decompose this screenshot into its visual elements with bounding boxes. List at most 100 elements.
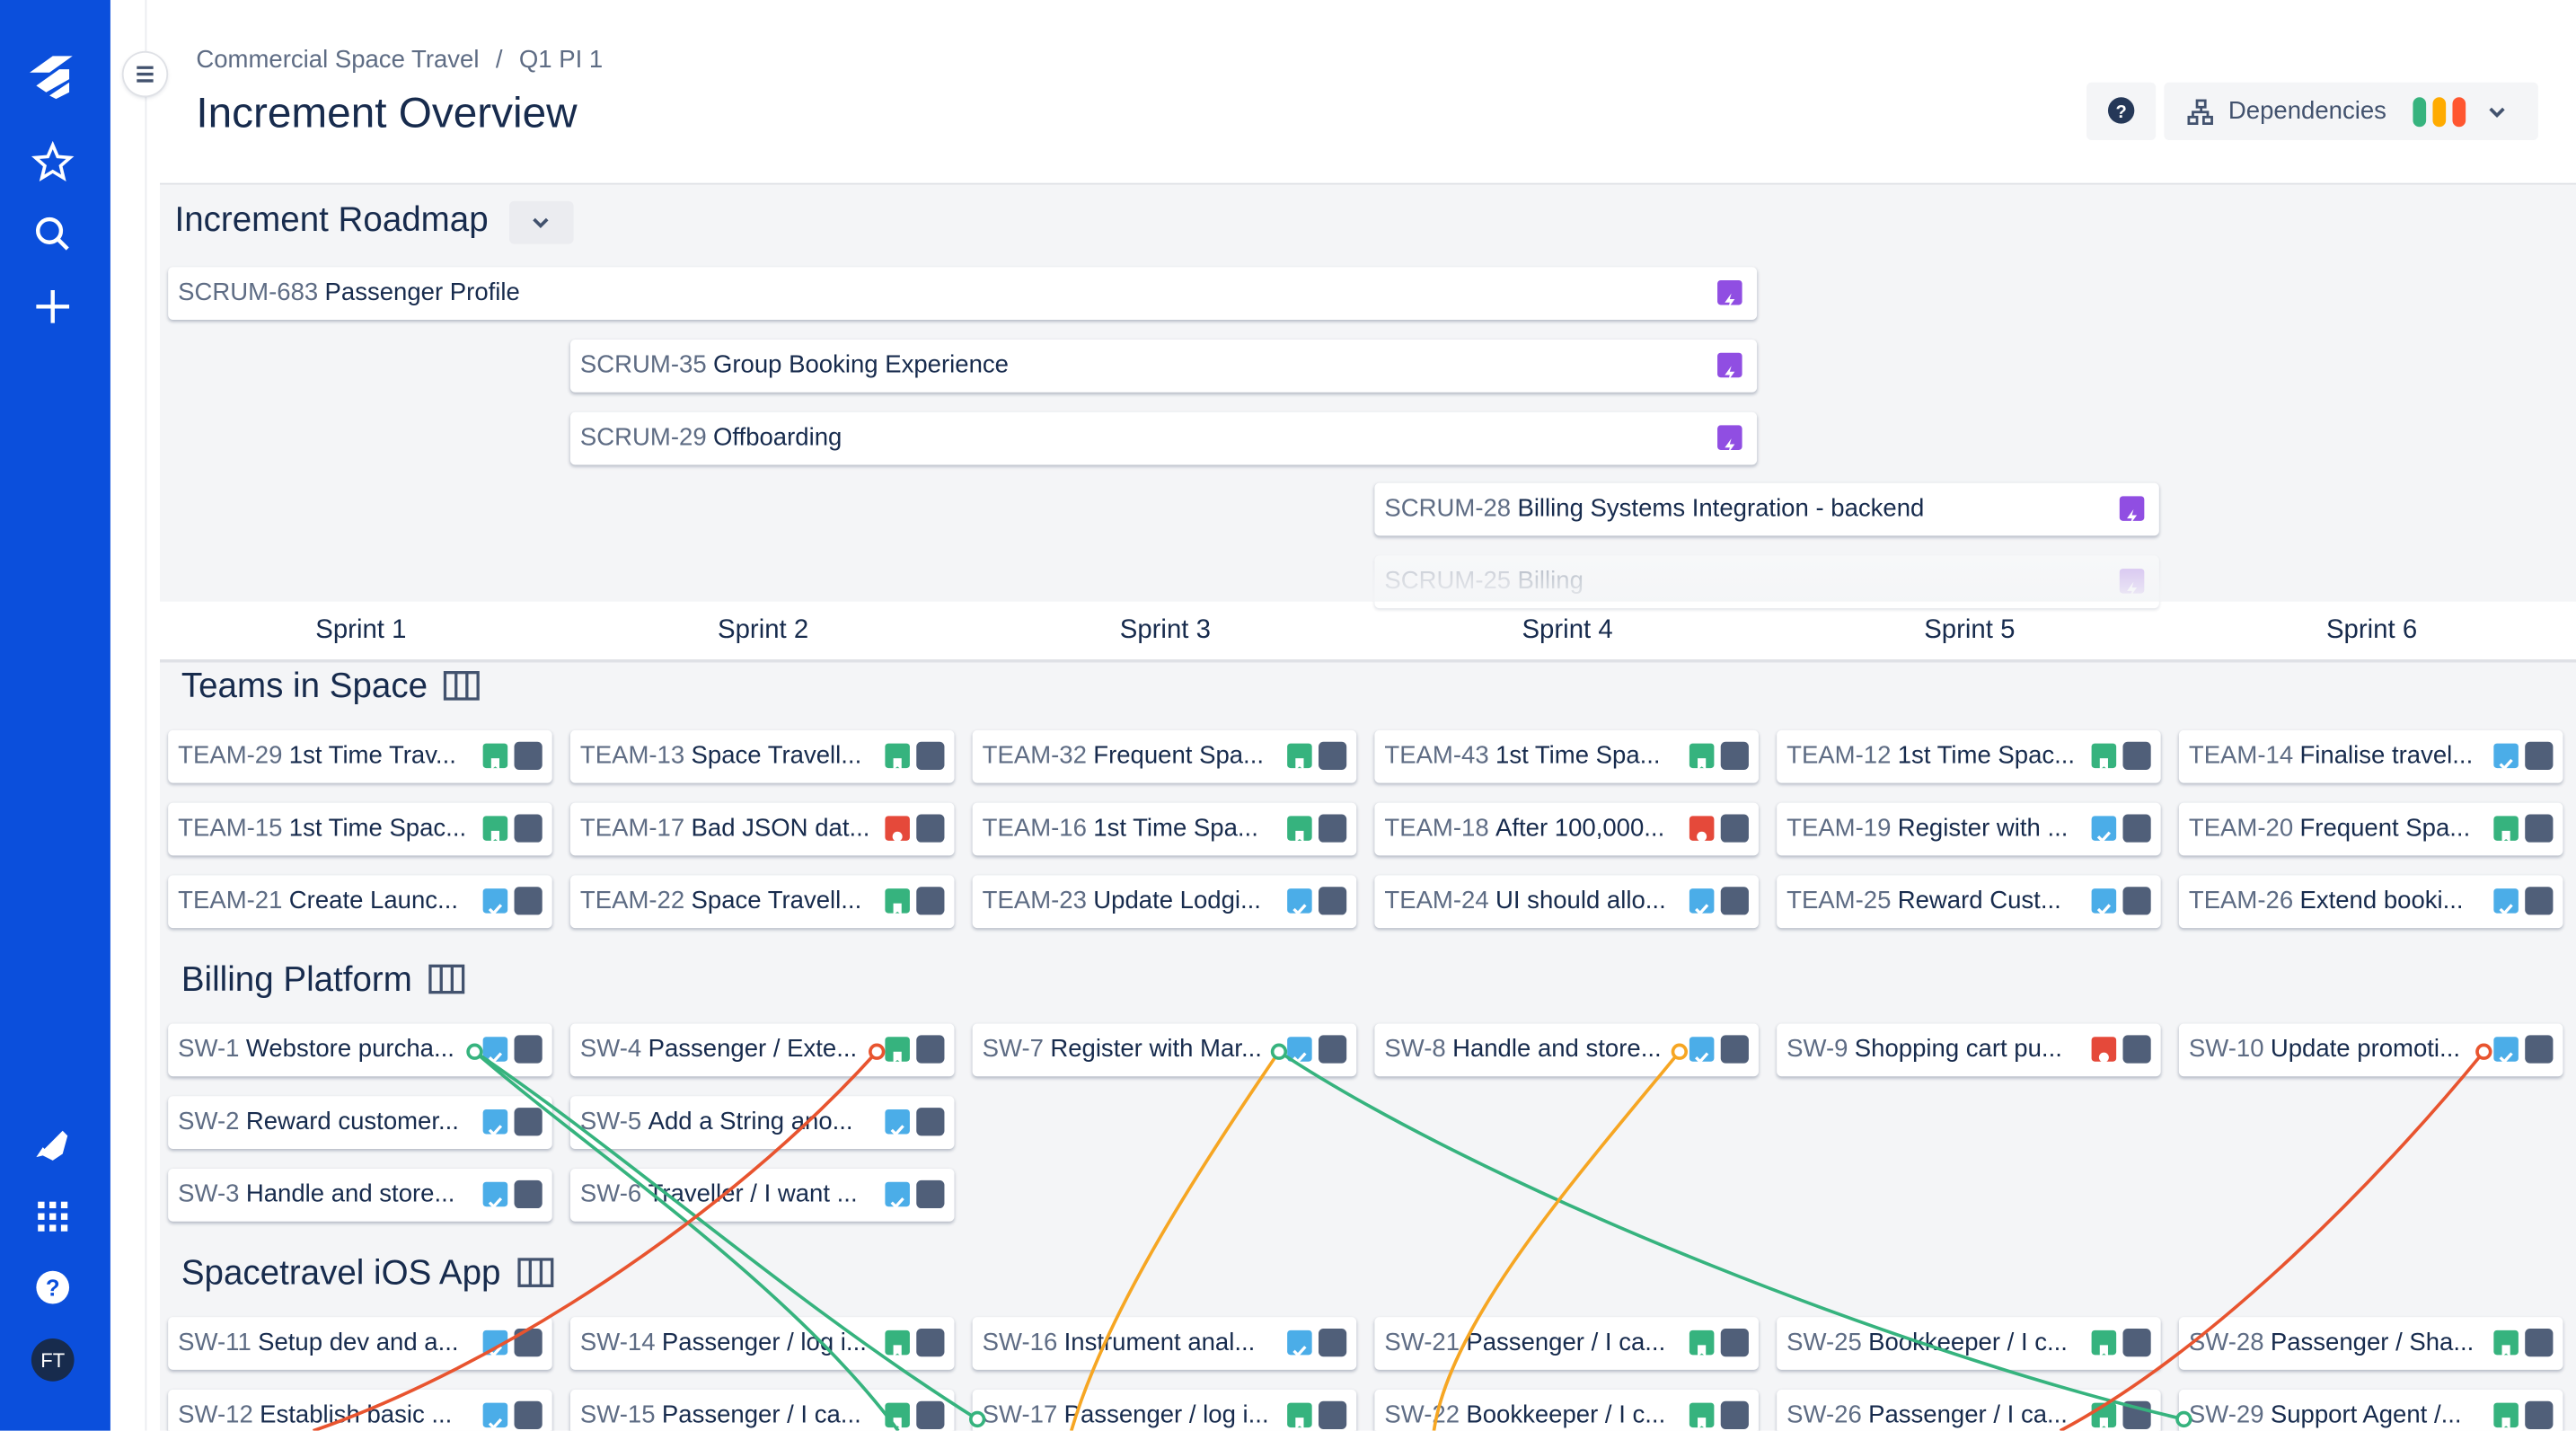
issue-card[interactable]: SW-7 Register with Mar... (972, 1023, 1357, 1077)
issue-card[interactable]: TEAM-43 1st Time Spa... (1374, 729, 1759, 783)
issue-card[interactable]: TEAM-32 Frequent Spa... (972, 729, 1357, 783)
issue-card[interactable]: SW-21 Passenger / I ca... (1374, 1317, 1759, 1370)
issue-card[interactable]: TEAM-26 Extend booki... (2178, 875, 2563, 929)
story-icon (1287, 743, 1312, 770)
task-icon (1287, 1037, 1312, 1064)
issue-card[interactable]: SW-16 Instrument anal... (972, 1317, 1357, 1370)
assignee-avatar (916, 1400, 945, 1429)
issue-key: TEAM-22 (579, 887, 685, 915)
issue-key: SW-3 (178, 1179, 240, 1209)
issue-card[interactable]: TEAM-12 1st Time Spac... (1777, 729, 2161, 783)
issue-card[interactable]: SW-8 Handle and store... (1374, 1023, 1759, 1077)
story-icon (2091, 1402, 2117, 1429)
issue-title: Support Agent /... (2270, 1400, 2462, 1429)
issue-card[interactable]: TEAM-16 1st Time Spa... (972, 802, 1357, 856)
breadcrumb[interactable]: Commercial Space Travel (196, 46, 480, 75)
task-icon (1287, 1329, 1312, 1357)
issue-key: SCRUM-35 (579, 350, 707, 379)
issue-card[interactable]: SW-2 Reward customer... (168, 1096, 552, 1149)
issue-card[interactable]: SW-28 Passenger / Sha... (2178, 1317, 2563, 1370)
sprint-header-label: Sprint 1 (315, 616, 407, 645)
issue-card[interactable]: TEAM-25 Reward Cust... (1777, 875, 2161, 929)
roadmap-toggle[interactable] (509, 200, 574, 244)
issue-card[interactable]: SW-5 Add a String ano... (569, 1096, 955, 1149)
issue-card[interactable]: TEAM-18 After 100,000... (1374, 802, 1759, 856)
issue-card[interactable]: TEAM-15 1st Time Spac... (168, 802, 552, 856)
issue-key: TEAM-32 (982, 741, 1087, 770)
issue-card[interactable]: SW-26 Passenger / I ca... (1777, 1389, 2161, 1431)
issue-card[interactable]: SW-25 Bookkeeper / I c... (1777, 1317, 2161, 1370)
issue-title: Passenger / log i... (661, 1329, 867, 1357)
issue-card[interactable]: TEAM-29 1st Time Trav... (168, 729, 552, 783)
issue-card[interactable]: TEAM-21 Create Launc... (168, 875, 552, 929)
assignee-avatar (916, 887, 945, 915)
issue-card[interactable]: TEAM-14 Finalise travel... (2178, 729, 2563, 783)
issue-card[interactable]: SW-14 Passenger / log i... (569, 1317, 955, 1370)
issue-card[interactable]: SW-11 Setup dev and a... (168, 1317, 552, 1370)
issue-title: Reward Cust... (1897, 887, 2061, 915)
dependencies-button[interactable]: Dependencies (2164, 82, 2538, 140)
issue-key: TEAM-12 (1786, 741, 1892, 770)
roadmap-item[interactable]: SCRUM-29 Offboarding (569, 411, 1757, 464)
assignee-avatar (514, 1179, 543, 1209)
assignee-avatar (1319, 1035, 1347, 1064)
issue-title: 1st Time Spa... (1495, 741, 1661, 770)
apps-icon[interactable] (38, 1201, 68, 1232)
story-icon (482, 743, 508, 770)
breadcrumb[interactable]: Q1 PI 1 (518, 46, 604, 75)
assignee-avatar (2122, 741, 2151, 770)
search-icon[interactable] (36, 216, 64, 244)
issue-card[interactable]: TEAM-17 Bad JSON dat... (569, 802, 955, 856)
board-icon[interactable] (516, 1258, 553, 1297)
assignee-avatar (916, 1035, 945, 1064)
create-icon[interactable] (36, 289, 70, 323)
story-icon (885, 743, 910, 770)
board-icon[interactable] (428, 964, 465, 1003)
task-icon (482, 888, 508, 915)
issue-card[interactable]: TEAM-24 UI should allo... (1374, 875, 1759, 929)
issue-card[interactable]: TEAM-20 Frequent Spa... (2178, 802, 2563, 856)
issue-key: SW-21 (1384, 1329, 1460, 1357)
issue-card[interactable]: TEAM-23 Update Lodgi... (972, 875, 1357, 929)
roadmap-item[interactable]: SCRUM-28 Billing Systems Integration - ba… (1374, 483, 2159, 537)
roadmap: Increment Roadmap (159, 184, 2576, 602)
issue-card[interactable]: SW-4 Passenger / Exte... (569, 1023, 955, 1077)
story-icon (1287, 1402, 1312, 1429)
issue-title: Finalise travel... (2299, 741, 2474, 770)
assignee-avatar (1319, 741, 1347, 770)
avatar-circle[interactable] (31, 1338, 75, 1382)
issue-card[interactable]: TEAM-22 Space Travell... (569, 875, 955, 929)
issue-card[interactable]: SW-3 Handle and store... (168, 1169, 552, 1222)
issue-title: Handle and store... (1452, 1035, 1662, 1064)
rocket-icon[interactable] (36, 1130, 68, 1161)
issue-title: Passenger / Exte... (648, 1035, 858, 1064)
collapse-button[interactable] (123, 52, 167, 96)
board-icon[interactable] (444, 671, 481, 711)
issue-card[interactable]: SW-9 Shopping cart pu... (1777, 1023, 2161, 1077)
issue-card[interactable]: SW-17 Passenger / log i... (972, 1389, 1357, 1431)
issue-key: TEAM-24 (1384, 887, 1489, 915)
star-icon[interactable] (31, 140, 75, 182)
issue-card[interactable]: SW-6 Traveller / I want ... (569, 1169, 955, 1222)
task-icon (482, 1109, 508, 1136)
issue-card[interactable]: TEAM-19 Register with ... (1777, 802, 2161, 856)
issue-card[interactable]: SW-10 Update promoti... (2178, 1023, 2563, 1077)
logo[interactable] (30, 56, 73, 100)
task-icon (482, 1329, 508, 1357)
help-button[interactable]: ? (2086, 82, 2157, 140)
roadmap-item[interactable]: SCRUM-683 Passenger Profile (168, 267, 1757, 320)
issue-card[interactable]: SW-15 Passenger / I ca... (569, 1389, 955, 1431)
sprint-header-label: Sprint 4 (1522, 616, 1613, 645)
issue-title: Establish basic ... (260, 1400, 453, 1429)
issue-key: TEAM-18 (1384, 814, 1489, 843)
assignee-avatar (1720, 741, 1749, 770)
issue-card[interactable]: SW-12 Establish basic ... (168, 1389, 552, 1431)
issue-card[interactable]: SW-29 Support Agent /... (2178, 1389, 2563, 1431)
issue-card[interactable]: SW-1 Webstore purcha... (168, 1023, 552, 1077)
issue-card[interactable]: SW-22 Bookkeeper / I c... (1374, 1389, 1759, 1431)
issue-card[interactable]: TEAM-13 Space Travell... (569, 729, 955, 783)
roadmap-item[interactable]: SCRUM-35 Group Booking Experience (569, 339, 1757, 393)
help-icon[interactable] (36, 1270, 70, 1304)
